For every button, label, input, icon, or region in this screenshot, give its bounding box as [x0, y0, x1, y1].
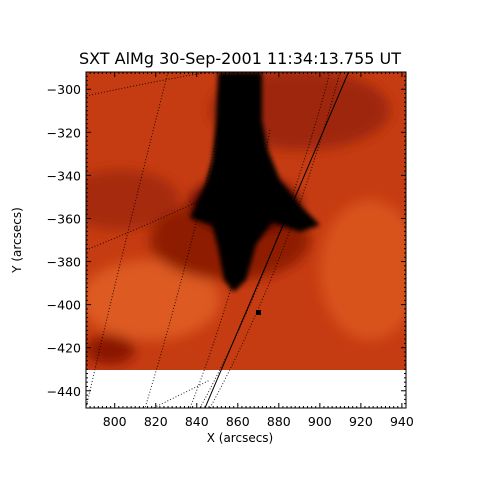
x-tick-label: 820: [144, 414, 168, 429]
y-tick-label: −440: [47, 384, 81, 399]
x-tick-label: 800: [103, 414, 127, 429]
y-tick-label: −340: [47, 168, 81, 183]
y-tick-label: −320: [47, 125, 81, 140]
dark-structure-core: [222, 72, 258, 290]
grid-meridian-line: [189, 129, 271, 408]
grid-latitude-line: [86, 189, 223, 251]
y-tick-label: −420: [47, 341, 81, 356]
x-tick-label: 860: [226, 414, 250, 429]
y-axis-label: Y (arcsecs): [10, 207, 24, 274]
y-tick-label: −360: [47, 211, 81, 226]
x-axis: 800 820 840 860 880 900 920 940: [85, 72, 414, 429]
y-axis: −300 −320 −340 −360 −380 −400 −420 −440: [47, 71, 406, 409]
bright-region-lower-left: [86, 260, 220, 340]
x-tick-label: 940: [390, 414, 414, 429]
y-tick-label: −400: [47, 298, 81, 313]
y-tick-label: −300: [47, 82, 81, 97]
grid-meridian-line: [209, 72, 341, 408]
heliographic-grid: [86, 72, 341, 408]
chart-title: SXT AlMg 30-Sep-2001 11:34:13.755 UT: [79, 49, 401, 68]
solar-limb-line: [204, 71, 350, 409]
dim-region-bottom: [86, 335, 135, 365]
x-tick-label: 880: [267, 414, 291, 429]
grid-meridian-line: [144, 72, 233, 408]
x-tick-label: 840: [185, 414, 209, 429]
no-data-region: [86, 370, 406, 408]
x-tick-label: 900: [308, 414, 332, 429]
dark-speck: [256, 310, 261, 315]
grid-meridian-line: [86, 72, 169, 408]
y-tick-label: −380: [47, 255, 81, 270]
x-axis-label: X (arcsecs): [207, 431, 274, 445]
dim-region-left: [86, 170, 180, 230]
solar-xray-image: [86, 72, 406, 408]
bright-region-right: [320, 200, 406, 340]
x-tick-label: 920: [349, 414, 373, 429]
grid-meridian-line: [199, 72, 331, 408]
